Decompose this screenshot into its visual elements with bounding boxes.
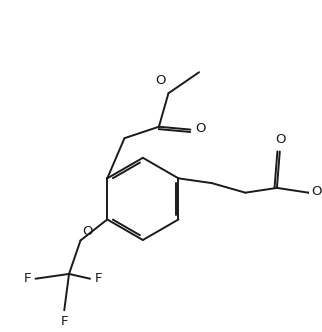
Text: O: O	[311, 185, 322, 198]
Text: O: O	[276, 133, 286, 146]
Text: O: O	[195, 122, 206, 135]
Text: F: F	[23, 272, 31, 285]
Text: F: F	[61, 315, 68, 328]
Text: F: F	[95, 272, 102, 285]
Text: O: O	[82, 225, 93, 238]
Text: O: O	[155, 74, 166, 87]
